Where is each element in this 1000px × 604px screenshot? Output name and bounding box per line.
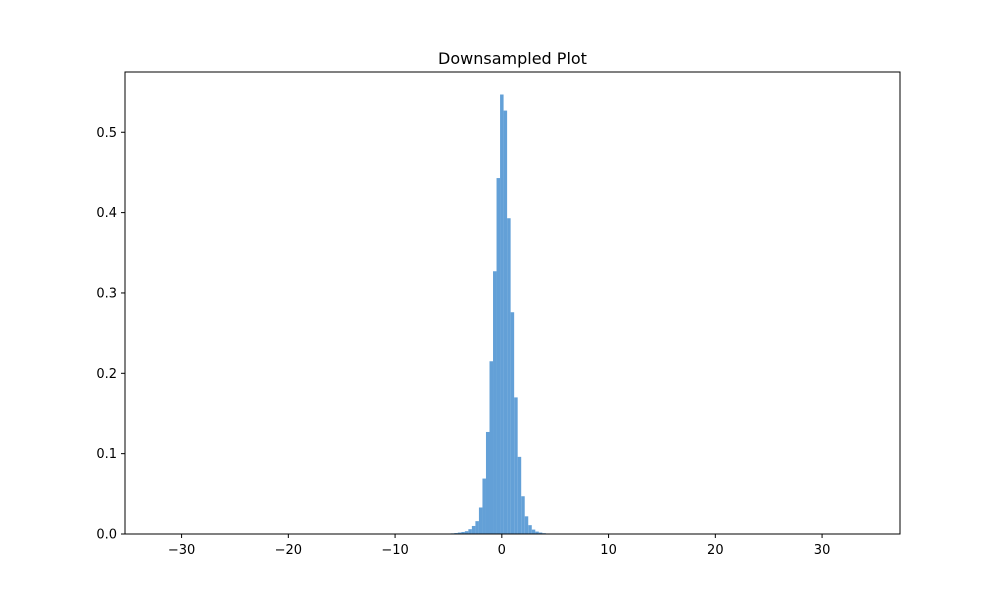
x-tick-label: 0: [498, 543, 506, 558]
histogram-bar: [511, 312, 515, 534]
y-tick-label: 0.5: [96, 126, 117, 141]
x-tick-label: 10: [600, 543, 617, 558]
histogram-bar: [528, 525, 532, 534]
y-tick-label: 0.4: [96, 206, 117, 221]
y-tick-label: 0.0: [96, 528, 117, 543]
histogram-bar: [479, 507, 483, 534]
histogram-bar: [468, 529, 472, 534]
histogram-bar: [525, 516, 529, 534]
histogram-bar: [497, 178, 501, 534]
bars-layer: [447, 95, 549, 535]
histogram-bar: [521, 496, 525, 534]
x-tick-label: 30: [814, 543, 831, 558]
x-tick-label: −30: [168, 543, 195, 558]
histogram-bar: [504, 111, 508, 534]
histogram-bar: [493, 271, 497, 534]
histogram-bar: [514, 397, 518, 534]
histogram-bar: [518, 457, 522, 534]
histogram-bar: [486, 432, 490, 534]
histogram-bar: [475, 521, 479, 534]
histogram-bar: [507, 218, 511, 534]
x-tick-label: −10: [381, 543, 408, 558]
histogram-bar: [532, 530, 536, 534]
chart-title: Downsampled Plot: [438, 49, 587, 68]
histogram-bar: [472, 526, 476, 534]
histogram-bar: [482, 479, 486, 534]
x-tick-label: −20: [275, 543, 302, 558]
ticks-layer: −30 −20 −10 0 10 20 30 0.0 0.1 0.2 0.3 0.4 0.5: [96, 126, 830, 558]
x-tick-label: 20: [707, 543, 724, 558]
y-tick-label: 0.3: [96, 286, 117, 301]
y-tick-label: 0.1: [96, 447, 117, 462]
histogram-bar: [500, 95, 504, 535]
histogram-bar: [490, 361, 494, 534]
y-tick-label: 0.2: [96, 367, 117, 382]
